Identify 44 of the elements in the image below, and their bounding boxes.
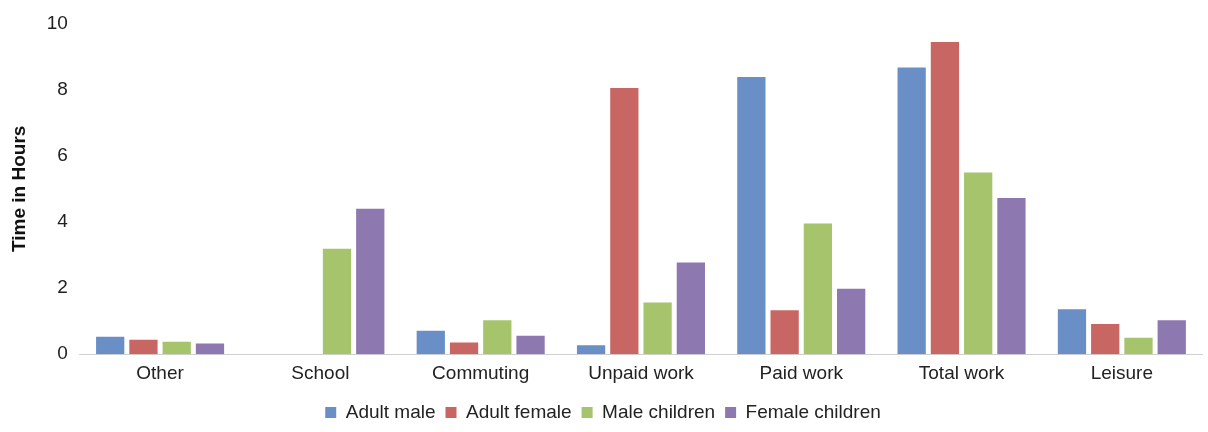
bar (129, 339, 158, 355)
x-tick-label: Total work (918, 361, 1005, 383)
bar (576, 345, 606, 355)
bar (1057, 309, 1087, 355)
x-tick-label: Other (136, 361, 185, 383)
y-tick-label: 4 (57, 210, 69, 232)
x-tick-label: Paid work (759, 361, 844, 383)
bar (837, 288, 866, 355)
bar (1124, 337, 1153, 355)
bar (1157, 320, 1186, 355)
y-tick-label: 2 (57, 276, 68, 298)
legend-label: Male children (602, 400, 716, 422)
legend-label: Female children (745, 400, 881, 422)
bar (195, 343, 225, 355)
y-tick-label: 10 (46, 11, 68, 33)
y-axis-title: Time in Hours (7, 125, 29, 252)
y-tick-label: 8 (57, 77, 68, 99)
y-tick-label: 0 (57, 342, 68, 364)
x-tick-label: Commuting (432, 361, 530, 383)
bar (483, 320, 512, 355)
x-tick-label: Leisure (1090, 361, 1154, 383)
x-tick-label: School (291, 361, 350, 383)
bar (897, 67, 926, 355)
bar (516, 335, 545, 355)
bar (997, 198, 1026, 355)
bar (737, 76, 766, 355)
bar (449, 342, 479, 355)
bar (162, 341, 191, 355)
legend-label: Adult male (345, 400, 436, 422)
bar (803, 223, 833, 355)
bar (770, 310, 799, 355)
bar (322, 248, 352, 355)
bar (676, 262, 705, 355)
bar (1091, 324, 1120, 355)
y-tick-label: 6 (57, 143, 68, 165)
x-tick-label: Unpaid work (588, 361, 695, 383)
bar (643, 302, 672, 355)
legend-label: Adult female (465, 400, 572, 422)
bar (96, 336, 125, 355)
bar (416, 330, 445, 355)
bar (356, 208, 385, 355)
bar (930, 41, 960, 355)
bar (964, 172, 993, 355)
bar (610, 87, 639, 355)
